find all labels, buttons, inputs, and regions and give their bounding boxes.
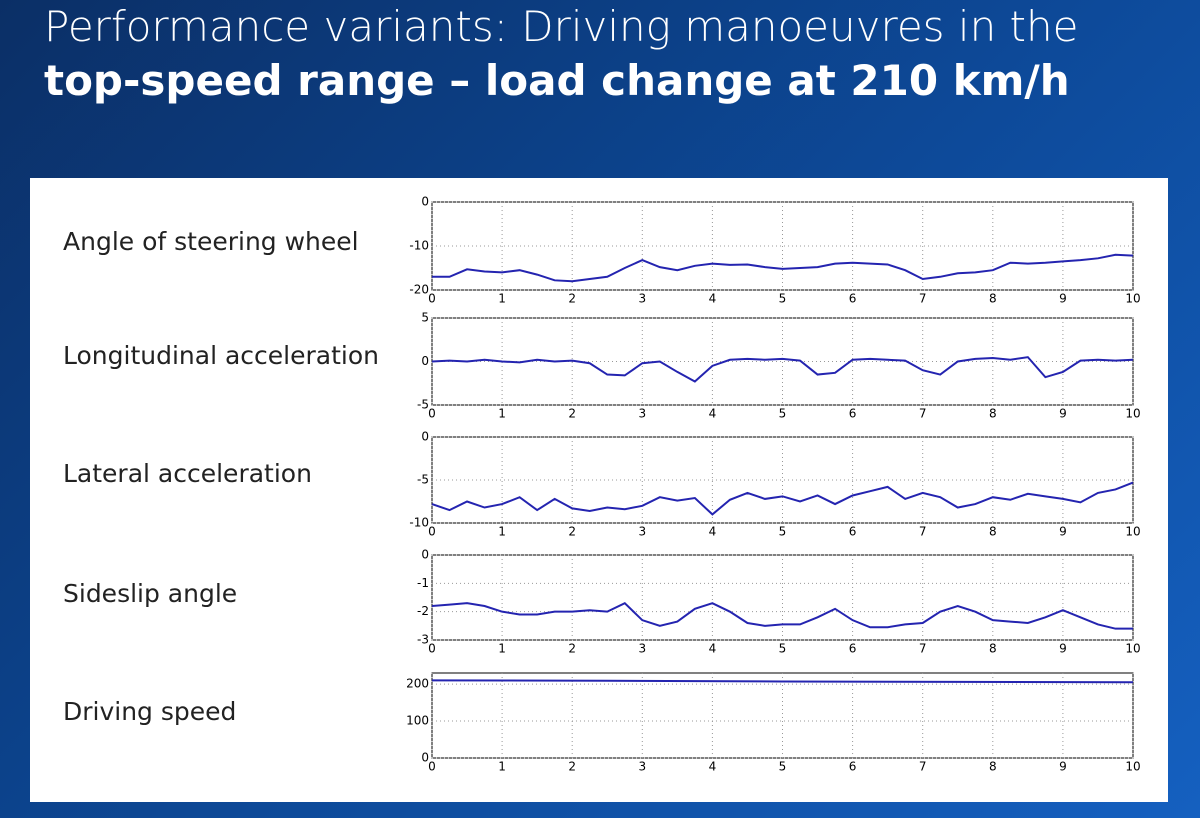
x-tick-label: 4	[709, 407, 717, 421]
x-tick-label: 10	[1125, 292, 1140, 306]
x-tick-label: 6	[849, 292, 857, 306]
y-tick-label: 5	[421, 311, 429, 325]
x-tick-label: 1	[498, 525, 506, 539]
x-tick-label: 8	[989, 407, 997, 421]
x-tick-label: 7	[919, 525, 927, 539]
y-tick-label: 100	[406, 714, 429, 728]
x-tick-label: 7	[919, 407, 927, 421]
x-tick-label: 2	[568, 760, 576, 774]
x-tick-label: 3	[638, 642, 646, 656]
x-tick-label: 1	[498, 642, 506, 656]
y-tick-label: -5	[417, 398, 429, 412]
panel-background	[30, 178, 1168, 802]
y-axis-label: Sideslip angle	[63, 579, 237, 608]
x-tick-label: 1	[498, 407, 506, 421]
x-tick-label: 8	[989, 525, 997, 539]
data-line	[431, 356, 1134, 383]
x-tick-label: 2	[568, 642, 576, 656]
x-tick-label: 2	[568, 407, 576, 421]
y-tick-label: 0	[421, 430, 429, 444]
x-tick-label: 6	[849, 642, 857, 656]
x-tick-label: 8	[989, 760, 997, 774]
x-tick-label: 9	[1059, 407, 1067, 421]
x-tick-label: 7	[919, 642, 927, 656]
y-tick-label: -20	[409, 283, 429, 297]
data-line	[431, 679, 1134, 684]
x-tick-label: 5	[779, 525, 787, 539]
y-axis-label: Angle of steering wheel	[63, 227, 359, 256]
y-axis-label: Driving speed	[63, 697, 236, 726]
x-tick-label: 7	[919, 760, 927, 774]
x-tick-label: 0	[428, 642, 436, 656]
x-tick-label: 4	[709, 760, 717, 774]
x-tick-label: 0	[428, 292, 436, 306]
x-tick-label: 8	[989, 292, 997, 306]
x-tick-label: 0	[428, 407, 436, 421]
y-tick-label: 200	[406, 677, 429, 691]
y-tick-label: -2	[417, 604, 429, 618]
x-tick-label: 3	[638, 407, 646, 421]
y-tick-label: -10	[409, 239, 429, 253]
x-tick-label: 5	[779, 760, 787, 774]
x-tick-label: 1	[498, 292, 506, 306]
x-tick-label: 2	[568, 525, 576, 539]
x-tick-label: 5	[779, 407, 787, 421]
x-tick-label: 8	[989, 642, 997, 656]
y-tick-label: -5	[417, 473, 429, 487]
x-tick-label: 2	[568, 292, 576, 306]
x-tick-label: 4	[709, 292, 717, 306]
x-tick-label: 4	[709, 642, 717, 656]
x-tick-label: 10	[1125, 760, 1140, 774]
y-tick-label: -1	[417, 576, 429, 590]
x-tick-label: 3	[638, 292, 646, 306]
x-tick-label: 4	[709, 525, 717, 539]
x-tick-label: 10	[1125, 407, 1140, 421]
x-tick-label: 10	[1125, 642, 1140, 656]
data-line	[431, 601, 1133, 630]
y-axis-label: Lateral acceleration	[63, 459, 312, 488]
y-tick-label: -10	[409, 516, 429, 530]
y-tick-label: 0	[421, 195, 429, 209]
x-tick-label: 7	[919, 292, 927, 306]
x-tick-label: 10	[1125, 525, 1140, 539]
x-tick-label: 3	[638, 525, 646, 539]
y-axis-label: Longitudinal acceleration	[63, 341, 379, 370]
data-line	[431, 481, 1134, 516]
x-tick-label: 5	[779, 292, 787, 306]
x-tick-label: 6	[849, 525, 857, 539]
y-tick-label: -3	[417, 633, 429, 647]
y-tick-label: 0	[421, 548, 429, 562]
x-tick-label: 9	[1059, 525, 1067, 539]
x-tick-label: 9	[1059, 642, 1067, 656]
x-tick-label: 0	[428, 760, 436, 774]
y-tick-label: 0	[421, 751, 429, 765]
x-tick-label: 3	[638, 760, 646, 774]
slide-subtitle: top-speed range – load change at 210 km/…	[44, 56, 1070, 105]
x-tick-label: 9	[1059, 292, 1067, 306]
x-tick-label: 1	[498, 760, 506, 774]
y-tick-label: 0	[421, 354, 429, 368]
slide-title: Performance variants: Driving manoeuvres…	[44, 2, 1079, 51]
data-line	[432, 253, 1134, 283]
x-tick-label: 0	[428, 525, 436, 539]
x-tick-label: 5	[779, 642, 787, 656]
x-tick-label: 9	[1059, 760, 1067, 774]
x-tick-label: 6	[849, 760, 857, 774]
x-tick-label: 6	[849, 407, 857, 421]
